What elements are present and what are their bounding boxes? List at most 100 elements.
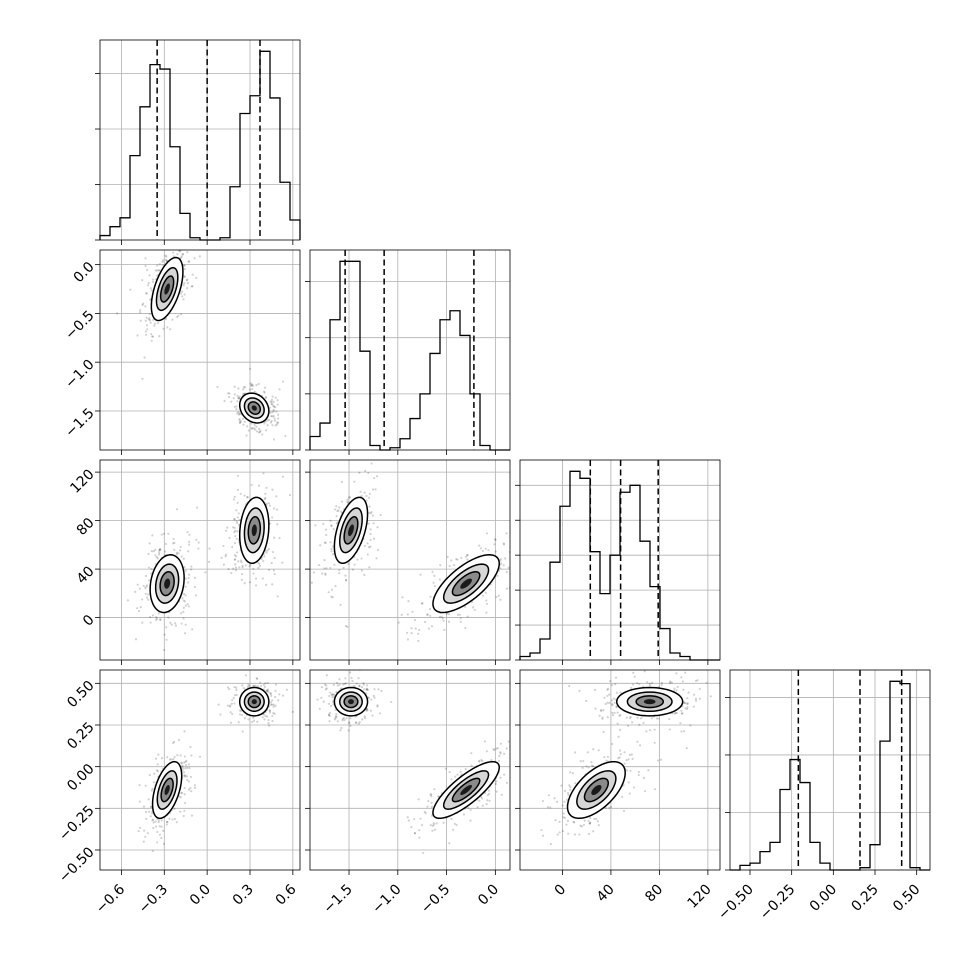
sample-point — [485, 750, 488, 753]
sample-point — [486, 602, 489, 606]
sample-point — [334, 508, 337, 511]
sample-point — [524, 742, 526, 744]
sample-point — [154, 820, 157, 823]
sample-point — [235, 537, 238, 540]
sample-point — [586, 751, 589, 754]
sample-point — [260, 667, 262, 669]
sample-point — [689, 724, 692, 727]
sample-point — [668, 718, 671, 721]
sample-point — [271, 403, 274, 406]
sample-point — [150, 789, 153, 792]
sample-point — [184, 774, 187, 777]
sample-point — [182, 599, 185, 602]
sample-point — [324, 572, 327, 575]
sample-point — [499, 776, 502, 779]
sample-point — [617, 735, 620, 738]
sample-point — [332, 553, 335, 556]
sample-point — [323, 683, 327, 686]
sample-point — [349, 671, 352, 674]
scatter-panel-0-2 — [99, 459, 301, 661]
sample-point — [232, 498, 235, 501]
sample-point — [585, 765, 588, 768]
sample-point — [186, 778, 189, 782]
sample-point — [157, 269, 160, 272]
sample-point — [233, 558, 237, 561]
sample-point — [181, 253, 184, 256]
contour-line-0-3-0-1 — [156, 770, 178, 810]
sample-point — [329, 519, 332, 522]
sample-point — [494, 537, 497, 541]
sample-point — [406, 613, 409, 616]
sample-point — [115, 312, 119, 315]
sample-point — [499, 598, 502, 601]
sample-point — [273, 536, 276, 539]
sample-point — [227, 395, 231, 399]
sample-point — [255, 584, 258, 587]
sample-point — [338, 572, 341, 575]
sample-point — [406, 816, 409, 819]
sample-point — [148, 319, 152, 322]
sample-point — [469, 819, 472, 822]
sample-point — [350, 676, 353, 680]
sample-point — [331, 596, 334, 599]
sample-point — [236, 516, 239, 519]
sample-point — [162, 842, 166, 845]
sample-point — [680, 712, 683, 715]
sample-point — [623, 762, 626, 765]
sample-point — [563, 789, 567, 792]
sample-point — [225, 529, 228, 532]
sample-point — [274, 406, 277, 409]
sample-point — [565, 798, 569, 802]
sample-point — [150, 289, 153, 292]
sample-point — [142, 840, 145, 843]
sample-point — [271, 395, 274, 398]
sample-point — [177, 314, 180, 317]
sample-point — [606, 694, 609, 698]
sample-point — [603, 755, 606, 759]
sample-point — [270, 402, 273, 406]
sample-point — [171, 741, 175, 745]
sample-point — [340, 480, 343, 484]
sample-point — [272, 507, 276, 510]
sample-point — [496, 747, 499, 750]
sample-point — [420, 823, 424, 827]
sample-points-0-3 — [137, 667, 294, 853]
sample-points-2-3 — [540, 670, 712, 846]
sample-point — [512, 732, 514, 734]
sample-point — [182, 592, 186, 596]
sample-point — [470, 752, 473, 755]
sample-point — [515, 539, 517, 541]
sample-point — [368, 566, 371, 569]
sample-point — [149, 287, 152, 290]
sample-point — [351, 568, 355, 571]
sample-point — [674, 711, 677, 715]
sample-point — [481, 804, 484, 807]
sample-point — [541, 799, 545, 803]
sample-point — [237, 560, 240, 563]
sample-point — [614, 683, 617, 686]
sample-point — [331, 700, 335, 703]
sample-point — [257, 484, 261, 487]
sample-point — [686, 702, 689, 705]
sample-points-0-2 — [126, 472, 292, 652]
sample-point — [675, 711, 678, 715]
sample-point — [273, 405, 276, 408]
sample-point — [229, 721, 233, 724]
sample-point — [265, 429, 268, 432]
sample-point — [272, 705, 275, 708]
sample-point — [252, 572, 255, 575]
sample-point — [631, 721, 634, 724]
sample-point — [421, 602, 424, 605]
sample-point — [151, 335, 155, 338]
sample-point — [175, 553, 178, 556]
sample-point — [553, 513, 555, 515]
contour-line-0-2-1-2 — [247, 515, 262, 545]
sample-point — [495, 595, 498, 599]
x-tick-label-1-1: −1.0 — [369, 882, 404, 917]
sample-point — [606, 716, 609, 719]
sample-point — [632, 671, 635, 674]
sample-point — [476, 806, 479, 809]
sample-point — [182, 284, 185, 287]
sample-point — [660, 683, 663, 687]
sample-point — [184, 760, 187, 764]
